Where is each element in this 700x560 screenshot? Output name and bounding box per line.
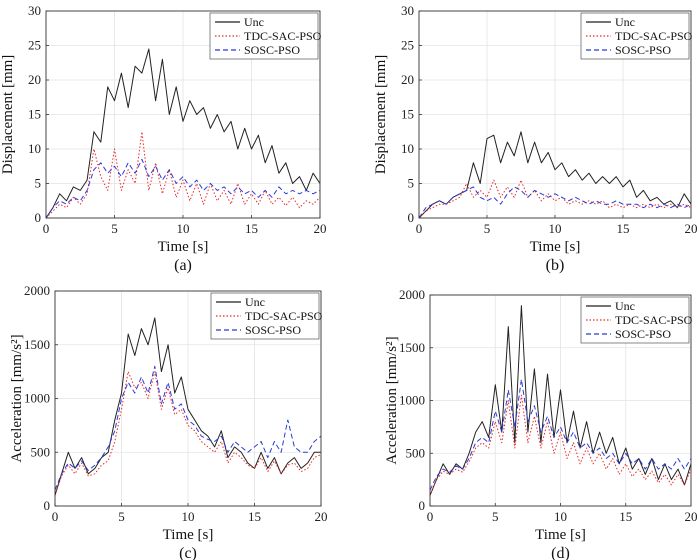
x-axis-label: Time [s] [163,527,214,543]
x-tick-label: 0 [416,221,423,236]
panel-caption: (c) [179,545,197,560]
legend-label: Unc [244,15,264,29]
x-tick-label: 20 [315,509,328,524]
panel-caption: (a) [174,257,192,274]
x-tick-label: 20 [685,509,698,524]
x-tick-label: 15 [617,221,630,236]
legend-box [580,12,690,60]
x-tick-label: 0 [52,509,59,524]
y-tick-label: 0 [419,498,426,513]
y-axis-label: Displacement [mm] [0,55,16,175]
x-axis-label: Time [s] [535,527,586,543]
y-tick-label: 5 [35,176,42,191]
x-axis-label: Time [s] [530,239,581,255]
x-tick-label: 20 [314,221,327,236]
x-tick-label: 0 [43,221,50,236]
y-tick-label: 15 [401,107,414,122]
series-line-tdc-sac-pso [429,394,692,496]
series-line-unc [54,317,321,496]
series-line-tdc-sac-pso [418,179,692,219]
legend-box [209,12,319,60]
legend-label: SOSC-PSO [615,43,671,57]
x-tick-label: 15 [619,509,632,524]
legend-box [580,296,690,344]
x-tick-label: 5 [118,509,125,524]
x-tick-label: 10 [554,509,567,524]
y-tick-label: 0 [408,210,415,225]
y-tick-label: 10 [401,141,414,156]
series-line-unc [45,48,321,219]
y-tick-label: 2000 [24,283,50,298]
series-line-sosc-pso [429,378,692,491]
series-line-sosc-pso [418,186,692,219]
y-tick-label: 1000 [24,391,50,406]
x-tick-label: 10 [177,221,190,236]
chart-panel-b: 0 5 10 15 20 0 5 10 15 20 25 30 UncTDC-SAC-PSOSOSC-P… [373,3,698,274]
chart-panel-c: 0 5 10 15 20 0 500 1000 1500 2000 UncTDC-SAC-PSOSO… [9,283,328,560]
panel-caption: (b) [546,257,565,274]
legend-label: TDC-SAC-PSO [245,309,323,323]
x-tick-label: 5 [111,221,118,236]
legend-box [210,292,320,340]
y-tick-label: 30 [401,3,414,18]
x-tick-label: 0 [427,509,434,524]
y-tick-label: 20 [401,72,414,87]
y-axis-label: Acceleration [mm/s²] [384,336,400,464]
legend-label: Unc [615,299,635,313]
y-tick-label: 25 [28,38,41,53]
legend-label: TDC-SAC-PSO [615,29,693,43]
x-tick-label: 15 [245,221,258,236]
y-tick-label: 0 [35,210,42,225]
y-axis-label: Acceleration [mm/s²] [9,334,25,462]
x-tick-label: 5 [484,221,491,236]
legend-label: SOSC-PSO [245,323,301,337]
y-axis-label: Displacement [mm] [373,55,389,175]
legend-label: Unc [245,295,265,309]
legend-label: SOSC-PSO [244,43,300,57]
y-tick-label: 500 [31,444,51,459]
y-tick-label: 30 [28,3,41,18]
legend-label: TDC-SAC-PSO [615,313,693,327]
axes-frame [54,290,322,507]
series-line-unc [429,305,692,496]
y-tick-label: 1500 [24,337,50,352]
x-axis-label: Time [s] [158,239,209,255]
y-tick-label: 0 [44,498,51,513]
y-tick-label: 2000 [399,287,425,302]
x-tick-label: 10 [182,509,195,524]
legend-label: SOSC-PSO [615,327,671,341]
series-line-sosc-pso [45,158,321,219]
y-tick-label: 1000 [399,393,425,408]
x-tick-label: 20 [685,221,698,236]
chart-panel-d: 0 5 10 15 20 0 500 1000 1500 2000 UncTDC-SAC-PSOSO… [384,287,698,560]
axes-frame [429,294,692,507]
legend-label: TDC-SAC-PSO [244,29,322,43]
x-tick-label: 10 [549,221,562,236]
x-tick-label: 5 [492,509,499,524]
legend-label: Unc [615,15,635,29]
series-line-sosc-pso [54,365,322,491]
y-tick-label: 5 [408,176,415,191]
y-tick-label: 25 [401,38,414,53]
axes-frame [418,10,692,219]
x-tick-label: 15 [248,509,261,524]
axes-frame [45,10,321,219]
series-line-tdc-sac-pso [45,131,321,219]
chart-panel-a: 0 5 10 15 20 0 5 10 15 20 25 30 UncTDC-SAC-PSOSOSC-P… [0,3,327,274]
y-tick-label: 15 [28,107,41,122]
y-tick-label: 1500 [399,340,425,355]
y-tick-label: 20 [28,72,41,87]
y-tick-label: 500 [406,445,426,460]
panel-caption: (d) [551,545,570,560]
y-tick-label: 10 [28,141,41,156]
